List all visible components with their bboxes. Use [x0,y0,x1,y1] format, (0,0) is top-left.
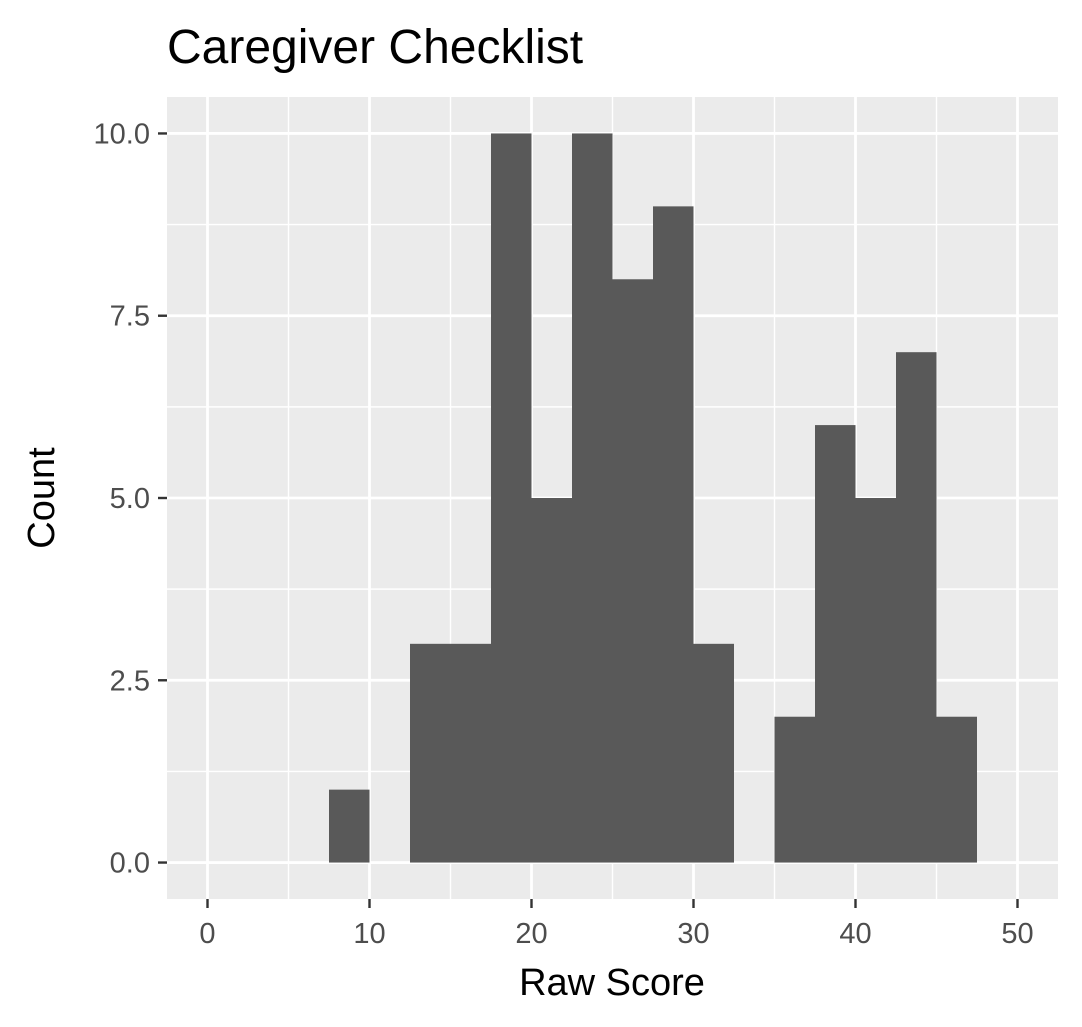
y-tick-label: 10.0 [94,118,150,150]
histogram-bar-14 [936,716,977,863]
y-axis: 0.0 2.5 5.0 7.5 10.0 [94,118,167,880]
histogram-bar-11 [815,425,856,863]
histogram-bars [329,133,977,863]
histogram-bar-6 [572,133,613,863]
x-tick-label: 40 [839,918,871,950]
histogram-bar-4 [491,133,532,863]
histogram-bar-8 [653,206,694,863]
x-axis: 0 10 20 30 40 50 [199,899,1034,950]
y-tick-label: 5.0 [110,483,150,515]
x-tick-label: 50 [1001,918,1033,950]
histogram-bar-13 [896,352,937,863]
histogram-bar-10 [774,716,815,863]
x-tick-label: 20 [515,918,547,950]
histogram-bar-12 [855,498,896,863]
x-tick-label: 0 [199,918,215,950]
histogram-bar-7 [612,279,653,863]
x-tick-label: 10 [353,918,385,950]
chart-title: Caregiver Checklist [167,21,583,74]
x-tick-label: 30 [677,918,709,950]
y-tick-label: 7.5 [110,301,150,333]
histogram-bar-1 [329,789,370,863]
y-tick-label: 2.5 [110,665,150,697]
x-axis-title: Raw Score [519,962,705,1004]
histogram-bar-2 [410,643,451,863]
histogram-bar-3 [450,643,491,863]
y-axis-title: Count [21,447,63,549]
y-tick-label: 0.0 [110,848,150,880]
histogram-bar-9 [693,643,734,863]
histogram-bar-5 [531,498,572,863]
